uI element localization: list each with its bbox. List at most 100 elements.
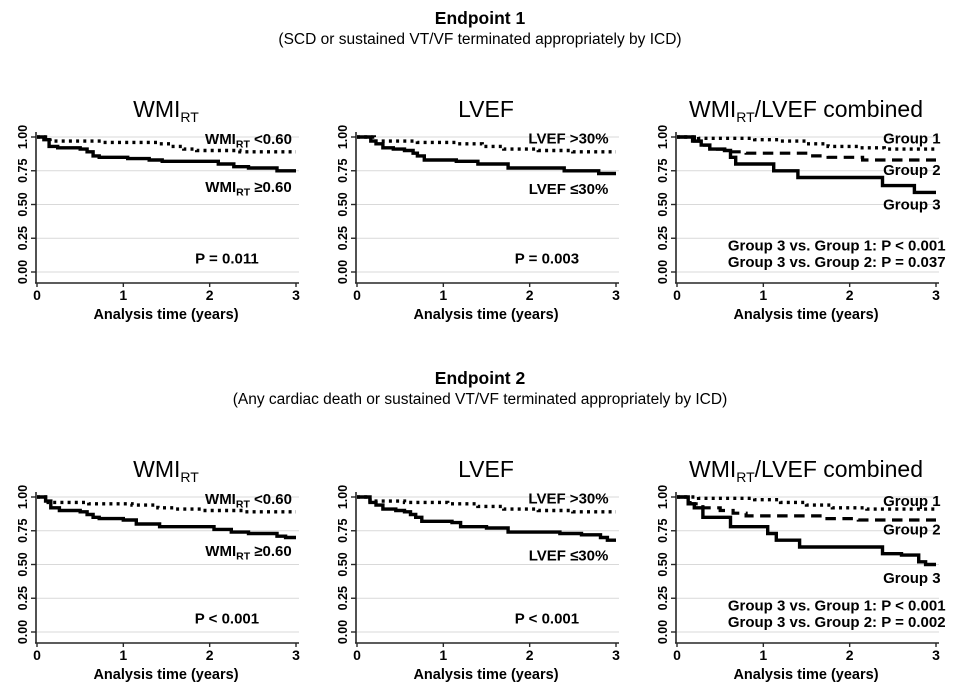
y-tick-label: 0.50 [336,552,350,576]
panel-endpoint2-wmi: 0.00 0.25 0.50 0.75 1.00 0 1 2 3 Analysis time (y… [16,456,300,683]
y-tick-label: 0.25 [336,226,350,250]
series-label: Group 2 [883,521,941,538]
endpoint-1-title: Endpoint 1 [434,8,526,28]
series-label: Group 2 [883,162,941,179]
series-label: LVEF ≤30% [529,181,609,198]
p-value-annotation: Group 3 vs. Group 1: P < 0.001 [728,598,946,615]
series-line-solid [37,495,296,540]
x-tick-label: 0 [673,287,681,303]
panel-title: WMIRT [133,456,199,485]
y-tick-label: 1.00 [16,125,30,149]
x-tick-label: 1 [119,287,127,303]
series-line-dotted [677,135,936,151]
x-tick-label: 0 [353,287,361,303]
series-line-dotted [37,495,296,514]
panel-endpoint1-combined: 0.00 0.25 0.50 0.75 1.00 0 1 2 3 Analysis time (y… [656,96,946,323]
series-label: Group 3 [883,570,941,587]
series-label: LVEF ≤30% [529,548,609,565]
x-tick-label: 3 [932,647,940,663]
series-label: Group 1 [883,493,941,510]
x-tick-label: 0 [673,647,681,663]
series-label: WMIRT ≥0.60 [205,179,291,198]
panel-title: WMIRT [133,96,199,125]
x-tick-label: 0 [33,647,41,663]
endpoint-2-panel-row: 0.00 0.25 0.50 0.75 1.00 0 1 2 3 Analysis time (y… [0,445,960,695]
y-tick-label: 0.75 [656,519,670,543]
y-tick-label: 1.00 [16,485,30,509]
y-tick-label: 0.50 [16,192,30,216]
endpoint-1-subtitle: (SCD or sustained VT/VF terminated appro… [278,31,682,48]
x-tick-label: 0 [353,647,361,663]
x-tick-label: 1 [759,647,767,663]
p-value-annotation: Group 3 vs. Group 1: P < 0.001 [728,238,946,255]
y-tick-label: 0.25 [16,226,30,250]
y-tick-label: 0.25 [16,586,30,610]
endpoint-2-section: Endpoint 2 (Any cardiac death or sustain… [0,366,960,695]
series-label: LVEF >30% [528,130,608,147]
x-tick-label: 2 [846,287,854,303]
x-tick-label: 1 [439,287,447,303]
series-line-dotted [37,135,296,154]
y-tick-label: 1.00 [656,125,670,149]
y-tick-label: 0.00 [16,260,30,284]
y-tick-label: 0.75 [16,519,30,543]
panel-endpoint1-wmi: 0.00 0.25 0.50 0.75 1.00 0 1 2 3 Analysis time (y… [16,96,300,323]
x-axis-title: Analysis time (years) [733,307,878,323]
y-tick-label: 0.25 [656,586,670,610]
y-tick-label: 0.00 [16,620,30,644]
endpoint-2-title: Endpoint 2 [434,368,526,388]
series-line-solid [357,135,616,176]
series-line-solid [677,135,936,195]
panel-title: WMIRT/LVEF combined [689,456,923,485]
x-tick-label: 2 [206,287,214,303]
y-tick-label: 0.25 [336,586,350,610]
y-tick-label: 0.25 [656,226,670,250]
y-tick-label: 1.00 [656,485,670,509]
panel-endpoint2-lvef: 0.00 0.25 0.50 0.75 1.00 0 1 2 3 Analysis time (y… [336,456,620,683]
series-line-solid [37,135,296,173]
panel-title: LVEF [458,456,514,482]
x-axis-title: Analysis time (years) [413,667,558,683]
x-tick-label: 2 [526,647,534,663]
y-tick-label: 0.75 [336,519,350,543]
series-label: LVEF >30% [528,490,608,507]
p-value-annotation: Group 3 vs. Group 2: P = 0.037 [728,254,946,271]
p-value-annotation: P = 0.011 [195,251,259,268]
series-label: WMIRT <0.60 [205,491,292,510]
y-tick-label: 0.00 [656,260,670,284]
series-line-solid [357,495,616,542]
x-tick-label: 2 [846,647,854,663]
x-tick-label: 1 [439,647,447,663]
x-tick-label: 3 [932,287,940,303]
endpoint-2-subtitle: (Any cardiac death or sustained VT/VF te… [232,391,728,408]
x-axis-title: Analysis time (years) [93,307,238,323]
x-tick-label: 2 [206,647,214,663]
y-tick-label: 1.00 [336,485,350,509]
panel-title: WMIRT/LVEF combined [689,96,923,125]
y-tick-label: 1.00 [336,125,350,149]
series-line-dotted [357,495,616,514]
panel-endpoint1-lvef: 0.00 0.25 0.50 0.75 1.00 0 1 2 3 Analysis time (y… [336,96,620,323]
p-value-annotation: P < 0.001 [195,611,259,628]
y-tick-label: 0.50 [656,552,670,576]
panel-title: LVEF [458,96,514,122]
y-tick-label: 0.00 [656,620,670,644]
y-tick-label: 0.50 [656,192,670,216]
series-label: WMIRT <0.60 [205,131,292,150]
endpoint-1-section: Endpoint 1 (SCD or sustained VT/VF termi… [0,6,960,335]
x-tick-label: 1 [119,647,127,663]
y-tick-label: 0.00 [336,620,350,644]
x-axis-title: Analysis time (years) [93,667,238,683]
series-line-solid [677,495,936,567]
p-value-annotation: Group 3 vs. Group 2: P = 0.002 [728,614,946,631]
panel-endpoint2-combined: 0.00 0.25 0.50 0.75 1.00 0 1 2 3 Analysis time (y… [656,456,946,683]
x-tick-label: 3 [612,647,620,663]
series-line-dotted [677,495,936,511]
p-value-annotation: P < 0.001 [515,611,579,628]
series-label: Group 3 [883,197,941,214]
x-tick-label: 3 [292,647,300,663]
y-tick-label: 0.75 [656,159,670,183]
p-value-annotation: P = 0.003 [515,251,579,268]
y-tick-label: 0.50 [336,192,350,216]
series-line-dashed [677,495,936,522]
